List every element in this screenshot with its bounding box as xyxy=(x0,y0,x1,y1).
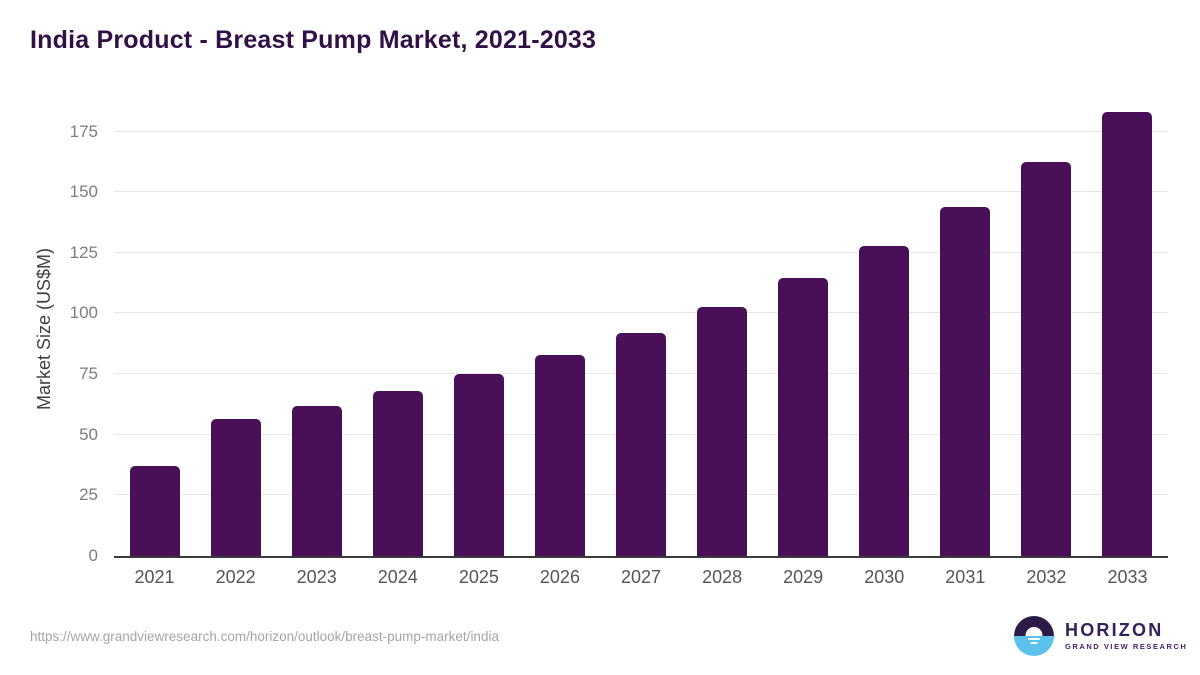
gridline-100 xyxy=(114,312,1168,314)
bar-2025 xyxy=(453,374,504,556)
x-tick-label-2024: 2024 xyxy=(377,567,418,587)
x-tick-label-2033: 2033 xyxy=(1107,567,1148,587)
x-tick-label-2021: 2021 xyxy=(134,567,175,587)
bar-slot-2029 xyxy=(763,100,844,556)
x-tick-label-2022: 2022 xyxy=(215,567,256,587)
reflection-line-icon xyxy=(1030,642,1038,644)
y-tick-label-175: 175 xyxy=(69,121,98,141)
bar-2024 xyxy=(372,391,423,556)
gridline-175 xyxy=(114,130,1168,132)
bar-series xyxy=(114,100,1168,556)
y-tick-label-25: 25 xyxy=(79,485,98,505)
x-tick-label-2026: 2026 xyxy=(539,567,580,587)
x-tick-label-2029: 2029 xyxy=(783,567,824,587)
bar-slot-2033 xyxy=(1087,100,1168,556)
y-tick-label-100: 100 xyxy=(69,303,98,323)
bar-2021 xyxy=(129,466,180,556)
bar-slot-2031 xyxy=(925,100,1006,556)
bar-slot-2030 xyxy=(844,100,925,556)
bar-slot-2023 xyxy=(276,100,357,556)
y-tick-label-0: 0 xyxy=(88,546,98,565)
chart-title: India Product - Breast Pump Market, 2021… xyxy=(30,26,597,54)
y-tick-label-50: 50 xyxy=(79,424,98,444)
x-tick-label-2027: 2027 xyxy=(620,567,662,587)
gridline-150 xyxy=(114,191,1168,193)
y-tick-label-75: 75 xyxy=(79,364,98,384)
x-tick-label-2031: 2031 xyxy=(945,567,986,587)
bar-slot-2021 xyxy=(114,100,195,556)
bar-2029 xyxy=(778,278,829,556)
bar-2028 xyxy=(697,307,748,556)
x-tick-label-2030: 2030 xyxy=(864,567,905,587)
bar-2032 xyxy=(1021,161,1072,556)
bar-slot-2025 xyxy=(438,100,519,556)
bar-2023 xyxy=(291,405,342,556)
y-tick-label-125: 125 xyxy=(69,242,98,262)
horizon-sun-logo-icon xyxy=(1014,616,1054,656)
bar-2031 xyxy=(940,206,991,556)
bar-slot-2022 xyxy=(195,100,276,556)
plot-area: 0 25 50 75 100 125 150 175 xyxy=(70,100,1168,565)
source-url: https://www.grandviewresearch.com/horizo… xyxy=(30,629,499,644)
x-tick-label-2023: 2023 xyxy=(296,567,337,587)
bar-slot-2026 xyxy=(519,100,600,556)
horizon-logo: HORIZON GRAND VIEW RESEARCH xyxy=(1014,616,1187,656)
x-tick-label-2025: 2025 xyxy=(458,567,499,587)
bar-2033 xyxy=(1102,112,1153,556)
logo-text: HORIZON GRAND VIEW RESEARCH xyxy=(1065,619,1188,652)
x-tick-label-2028: 2028 xyxy=(702,567,743,587)
sun-icon xyxy=(1025,627,1043,636)
bar-2030 xyxy=(859,245,910,556)
logo-name: HORIZON xyxy=(1065,619,1164,640)
bar-slot-2024 xyxy=(357,100,438,556)
x-tick-label-2032: 2032 xyxy=(1026,567,1067,587)
reflection-line-icon xyxy=(1028,638,1040,640)
gridline-125 xyxy=(114,251,1168,253)
x-tick-labels: 2021 2022 2023 2024 2025 2026 2027 2028 2029 2030… xyxy=(114,567,1168,588)
y-tick-label-150: 150 xyxy=(69,182,98,202)
bar-2026 xyxy=(534,354,585,556)
bar-slot-2027 xyxy=(600,100,681,556)
bar-2027 xyxy=(616,332,666,556)
bar-slot-2032 xyxy=(1006,100,1087,556)
bar-2022 xyxy=(210,418,261,556)
y-axis-title: Market Size (US$M) xyxy=(30,100,58,558)
bar-slot-2028 xyxy=(682,100,763,556)
logo-subtitle: GRAND VIEW RESEARCH xyxy=(1065,642,1188,652)
y-axis-title-text: Market Size (US$M) xyxy=(33,247,54,411)
